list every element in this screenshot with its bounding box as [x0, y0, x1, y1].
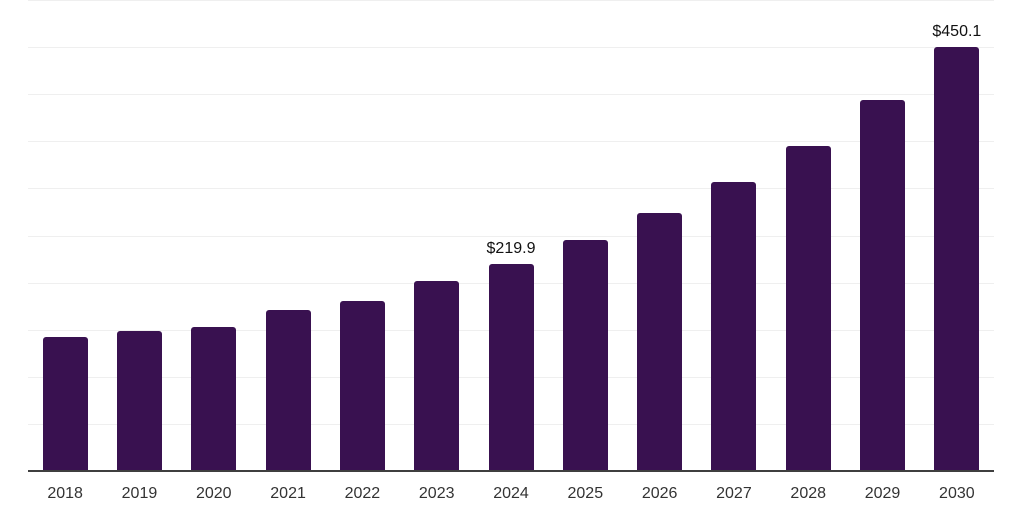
- bar-2030: [934, 47, 980, 471]
- bar-2026: [637, 212, 683, 471]
- x-tick-label-2027: 2027: [716, 485, 752, 502]
- gridline-450: [28, 47, 994, 48]
- bar-2019: [116, 330, 162, 471]
- x-tick-label-2021: 2021: [270, 485, 306, 502]
- bar-2027: [711, 181, 757, 471]
- x-tick-label-2024: 2024: [493, 485, 529, 502]
- data-label-2030: $450.1: [932, 23, 982, 40]
- bar-2028: [785, 145, 831, 471]
- x-tick-label-2022: 2022: [344, 485, 381, 502]
- bar-2024: [488, 263, 534, 471]
- x-tick-label-2020: 2020: [195, 485, 232, 502]
- bar-2021: [265, 309, 311, 471]
- x-tick-label-2023: 2023: [418, 485, 455, 502]
- x-axis-line: [28, 470, 994, 472]
- x-tick-label-2018: 2018: [47, 485, 83, 502]
- bar-2023: [414, 280, 460, 471]
- gridline-350: [28, 141, 994, 142]
- gridline-250: [28, 236, 994, 237]
- data-label-2024: $219.9: [486, 239, 536, 257]
- bar-2029: [860, 99, 906, 471]
- x-tick-label-2029: 2029: [864, 485, 901, 502]
- bar-2025: [562, 239, 608, 471]
- gridline-400: [28, 94, 994, 95]
- x-tick-label-2019: 2019: [121, 485, 158, 502]
- bar-2020: [191, 326, 237, 471]
- gridline-300: [28, 188, 994, 189]
- bar-2018: [42, 336, 88, 471]
- bar-2022: [339, 300, 385, 471]
- x-tick-label-2025: 2025: [567, 485, 604, 502]
- x-tick-label-2026: 2026: [641, 485, 678, 502]
- gridline-500: [28, 0, 994, 1]
- x-tick-label-2030: 2030: [939, 485, 975, 502]
- x-tick-label-2028: 2028: [790, 485, 827, 502]
